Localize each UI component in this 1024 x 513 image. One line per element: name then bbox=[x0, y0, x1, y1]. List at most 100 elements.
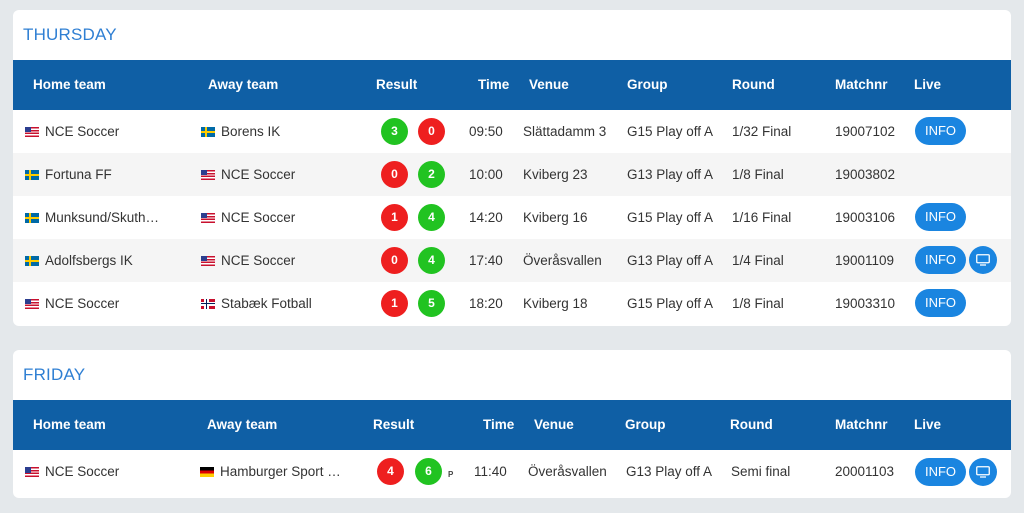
sweden-flag-icon bbox=[25, 255, 39, 266]
away-score: 0 bbox=[418, 118, 445, 145]
home-team-name: NCE Soccer bbox=[45, 464, 120, 479]
match-number: 20001103 bbox=[835, 464, 895, 479]
header-live: Live bbox=[914, 417, 942, 432]
header-away-team: Away team bbox=[208, 77, 279, 92]
sweden-flag-icon bbox=[201, 126, 215, 137]
venue[interactable]: Kviberg 16 bbox=[523, 210, 588, 225]
match-time: 17:40 bbox=[469, 253, 503, 268]
match-number: 19003802 bbox=[835, 167, 896, 182]
norway-flag-icon bbox=[201, 298, 215, 309]
home-team-name: Fortuna FF bbox=[45, 167, 112, 182]
header-venue: Venue bbox=[529, 77, 569, 92]
home-team[interactable]: Fortuna FF bbox=[25, 153, 112, 196]
away-team[interactable]: Borens IK bbox=[201, 110, 280, 153]
round: 1/16 Final bbox=[732, 210, 792, 225]
away-team-name: Hamburger Sport … bbox=[220, 464, 341, 479]
venue[interactable]: Slättadamm 3 bbox=[523, 124, 607, 139]
group[interactable]: G15 Play off A bbox=[627, 296, 714, 311]
table-row[interactable]: NCE Soccer Hamburger Sport … 4 6 P 11:40… bbox=[13, 450, 1011, 498]
us-flag-icon bbox=[201, 255, 215, 266]
tv-icon bbox=[976, 466, 990, 478]
away-score: 6 bbox=[415, 458, 442, 485]
info-button[interactable]: INFO bbox=[915, 203, 966, 231]
match-time: 09:50 bbox=[469, 124, 503, 139]
away-team[interactable]: NCE Soccer bbox=[201, 239, 295, 282]
table-header: Home team Away team Result Time Venue Gr… bbox=[13, 60, 1011, 110]
us-flag-icon bbox=[201, 169, 215, 180]
home-team[interactable]: Adolfsbergs IK bbox=[25, 239, 133, 282]
header-time: Time bbox=[478, 77, 510, 92]
header-away-team: Away team bbox=[207, 417, 278, 432]
group[interactable]: G13 Play off A bbox=[627, 167, 714, 182]
venue[interactable]: Överåsvallen bbox=[523, 253, 602, 268]
venue[interactable]: Kviberg 23 bbox=[523, 167, 588, 182]
group[interactable]: G13 Play off A bbox=[627, 253, 714, 268]
match-time: 14:20 bbox=[469, 210, 503, 225]
away-score: 5 bbox=[418, 290, 445, 317]
live-stream-button[interactable] bbox=[969, 458, 997, 486]
home-team-name: Adolfsbergs IK bbox=[45, 253, 133, 268]
group[interactable]: G15 Play off A bbox=[627, 124, 714, 139]
home-score: 4 bbox=[377, 458, 404, 485]
away-team[interactable]: NCE Soccer bbox=[201, 196, 295, 239]
header-time: Time bbox=[483, 417, 515, 432]
round: 1/4 Final bbox=[732, 253, 784, 268]
match-time: 11:40 bbox=[474, 464, 507, 479]
header-home-team: Home team bbox=[33, 417, 106, 432]
home-score: 0 bbox=[381, 247, 408, 274]
day-card-friday: FRIDAY Home team Away team Result Time V… bbox=[13, 350, 1011, 498]
home-score: 0 bbox=[381, 161, 408, 188]
group[interactable]: G15 Play off A bbox=[627, 210, 714, 225]
table-row[interactable]: NCE Soccer Borens IK 3 0 09:50 Slättadam… bbox=[13, 110, 1011, 153]
info-button[interactable]: INFO bbox=[915, 246, 966, 274]
round: 1/8 Final bbox=[732, 296, 784, 311]
away-team-name: NCE Soccer bbox=[221, 253, 296, 268]
us-flag-icon bbox=[25, 126, 39, 137]
sweden-flag-icon bbox=[25, 212, 39, 223]
header-matchnr: Matchnr bbox=[835, 77, 888, 92]
home-team-name: Munksund/Skuth… bbox=[45, 210, 160, 225]
day-card-thursday: THURSDAY Home team Away team Result Time… bbox=[13, 10, 1011, 326]
home-team[interactable]: NCE Soccer bbox=[25, 450, 119, 494]
info-button[interactable]: INFO bbox=[915, 117, 966, 145]
group[interactable]: G13 Play off A bbox=[626, 464, 713, 479]
venue[interactable]: Kviberg 18 bbox=[523, 296, 588, 311]
table-row[interactable]: NCE Soccer Stabæk Fotball 1 5 18:20 Kvib… bbox=[13, 282, 1011, 325]
info-button[interactable]: INFO bbox=[915, 289, 966, 317]
match-number: 19007102 bbox=[835, 124, 896, 139]
venue[interactable]: Överåsvallen bbox=[528, 464, 607, 479]
away-team-name: Stabæk Fotball bbox=[221, 296, 312, 311]
info-button[interactable]: INFO bbox=[915, 458, 966, 486]
table-row[interactable]: Fortuna FF NCE Soccer 0 2 10:00 Kviberg … bbox=[13, 153, 1011, 196]
match-number: 19001109 bbox=[835, 253, 895, 268]
header-group: Group bbox=[625, 417, 666, 432]
home-team[interactable]: NCE Soccer bbox=[25, 110, 119, 153]
sweden-flag-icon bbox=[25, 169, 39, 180]
header-venue: Venue bbox=[534, 417, 574, 432]
home-score: 1 bbox=[381, 204, 408, 231]
day-title: FRIDAY bbox=[23, 365, 86, 384]
header-round: Round bbox=[732, 77, 775, 92]
home-team-name: NCE Soccer bbox=[45, 296, 120, 311]
header-live: Live bbox=[914, 77, 942, 92]
home-team[interactable]: Munksund/Skuth… bbox=[25, 196, 159, 239]
away-team-name: NCE Soccer bbox=[221, 167, 296, 182]
header-result: Result bbox=[373, 417, 415, 432]
day-title: THURSDAY bbox=[23, 25, 117, 44]
header-round: Round bbox=[730, 417, 773, 432]
us-flag-icon bbox=[25, 467, 39, 477]
match-time: 10:00 bbox=[469, 167, 503, 182]
table-row[interactable]: Adolfsbergs IK NCE Soccer 0 4 17:40 Över… bbox=[13, 239, 1011, 282]
table-row[interactable]: Munksund/Skuth… NCE Soccer 1 4 14:20 Kvi… bbox=[13, 196, 1011, 239]
round: 1/8 Final bbox=[732, 167, 784, 182]
us-flag-icon bbox=[25, 298, 39, 309]
live-stream-button[interactable] bbox=[969, 246, 997, 274]
header-matchnr: Matchnr bbox=[835, 417, 888, 432]
home-score: 3 bbox=[381, 118, 408, 145]
away-team[interactable]: Stabæk Fotball bbox=[201, 282, 312, 325]
away-team[interactable]: Hamburger Sport … bbox=[200, 450, 341, 494]
home-team[interactable]: NCE Soccer bbox=[25, 282, 119, 325]
match-number: 19003106 bbox=[835, 210, 896, 225]
us-flag-icon bbox=[201, 212, 215, 223]
away-team[interactable]: NCE Soccer bbox=[201, 153, 295, 196]
